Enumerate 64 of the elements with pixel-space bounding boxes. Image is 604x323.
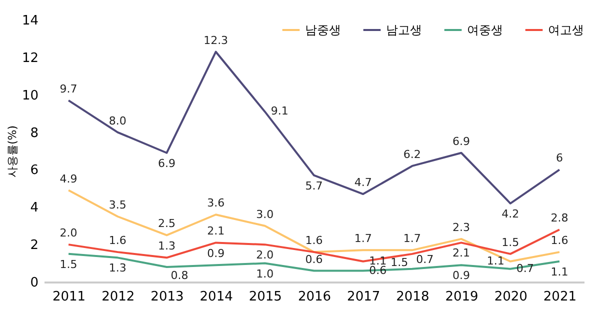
data-label: 1.5 xyxy=(60,258,78,271)
data-label: 9.1 xyxy=(270,104,288,118)
x-tick-label: 2019 xyxy=(445,290,478,304)
x-tick-label: 2014 xyxy=(200,290,233,304)
y-tick-label: 12 xyxy=(22,50,38,66)
data-label: 6.9 xyxy=(452,134,470,148)
x-tick-label: 2018 xyxy=(396,290,430,304)
data-label: 6 xyxy=(556,152,563,165)
data-label: 3.5 xyxy=(108,198,126,212)
legend-label: 여중생 xyxy=(467,23,503,37)
data-label: 3.0 xyxy=(256,208,274,221)
data-label: 1.7 xyxy=(403,232,421,246)
data-label: 1.1 xyxy=(486,254,504,268)
x-tick-label: 2011 xyxy=(52,290,86,304)
data-label: 0.6 xyxy=(305,252,323,266)
data-label: 0.7 xyxy=(416,252,434,266)
data-label: 1.6 xyxy=(550,234,568,248)
data-label: 2.1 xyxy=(452,246,470,260)
data-label: 2.1 xyxy=(207,224,225,238)
x-tick-label: 2013 xyxy=(150,290,184,304)
data-label: 1.6 xyxy=(305,234,323,248)
x-tick-label: 2017 xyxy=(347,290,380,304)
y-tick-label: 0 xyxy=(30,276,38,290)
data-label: 1.1 xyxy=(550,265,568,278)
data-label: 0.9 xyxy=(452,269,470,282)
data-label: 12.3 xyxy=(204,34,228,47)
y-tick-label: 14 xyxy=(22,14,38,28)
data-label: 1.5 xyxy=(502,236,520,249)
y-tick-label: 6 xyxy=(30,163,38,178)
y-tick-label: 2 xyxy=(30,238,38,254)
legend-label: 남고생 xyxy=(386,23,422,37)
legend-label: 여고생 xyxy=(548,23,584,37)
data-label: 9.7 xyxy=(60,82,78,96)
data-label: 1.3 xyxy=(158,240,176,253)
x-tick-label: 2016 xyxy=(298,290,332,304)
y-axis-title: 사용률(%) xyxy=(6,125,19,178)
legend-label: 남중생 xyxy=(305,23,341,37)
data-label: 6.9 xyxy=(158,156,176,170)
data-label: 0.8 xyxy=(170,269,188,282)
data-label: 0.9 xyxy=(207,247,225,260)
data-label: 1.3 xyxy=(108,262,126,275)
x-tick-label: 2012 xyxy=(102,290,135,304)
x-tick-label: 2020 xyxy=(494,290,528,304)
data-label: 1.5 xyxy=(390,256,408,269)
data-label: 5.7 xyxy=(305,179,323,192)
data-label: 2.0 xyxy=(60,226,78,240)
y-tick-label: 10 xyxy=(22,88,38,104)
data-label: 2.5 xyxy=(158,217,176,230)
x-tick-label: 2015 xyxy=(248,290,282,304)
data-label: 8.0 xyxy=(108,114,126,128)
x-tick-label: 2021 xyxy=(543,290,576,304)
data-label: 1.7 xyxy=(354,232,372,246)
data-label: 1.0 xyxy=(256,267,274,280)
data-label: 2.8 xyxy=(550,212,568,225)
data-label: 4.7 xyxy=(354,176,372,190)
data-label: 4.2 xyxy=(502,207,520,220)
data-label: 3.6 xyxy=(207,196,225,210)
data-label: 1.6 xyxy=(108,234,126,248)
data-label: 6.2 xyxy=(403,148,421,161)
data-label: 4.9 xyxy=(60,172,78,186)
data-label: 2.3 xyxy=(452,220,470,234)
y-tick-label: 4 xyxy=(30,200,38,216)
data-label: 2.0 xyxy=(256,248,274,262)
y-tick-label: 8 xyxy=(30,126,38,141)
